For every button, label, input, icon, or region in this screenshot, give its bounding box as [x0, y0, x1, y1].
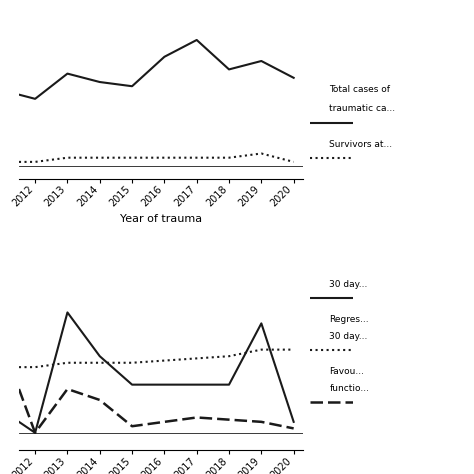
Text: 30 day...: 30 day... [329, 280, 368, 289]
X-axis label: Year of trauma: Year of trauma [120, 214, 202, 224]
Text: Total cases of: Total cases of [329, 85, 391, 94]
Text: Survivors at...: Survivors at... [329, 140, 392, 149]
Text: Regres...: Regres... [329, 315, 369, 324]
Text: functio...: functio... [329, 384, 369, 393]
Text: Favou...: Favou... [329, 367, 365, 376]
Text: 30 day...: 30 day... [329, 332, 368, 341]
Text: traumatic ca...: traumatic ca... [329, 104, 396, 113]
